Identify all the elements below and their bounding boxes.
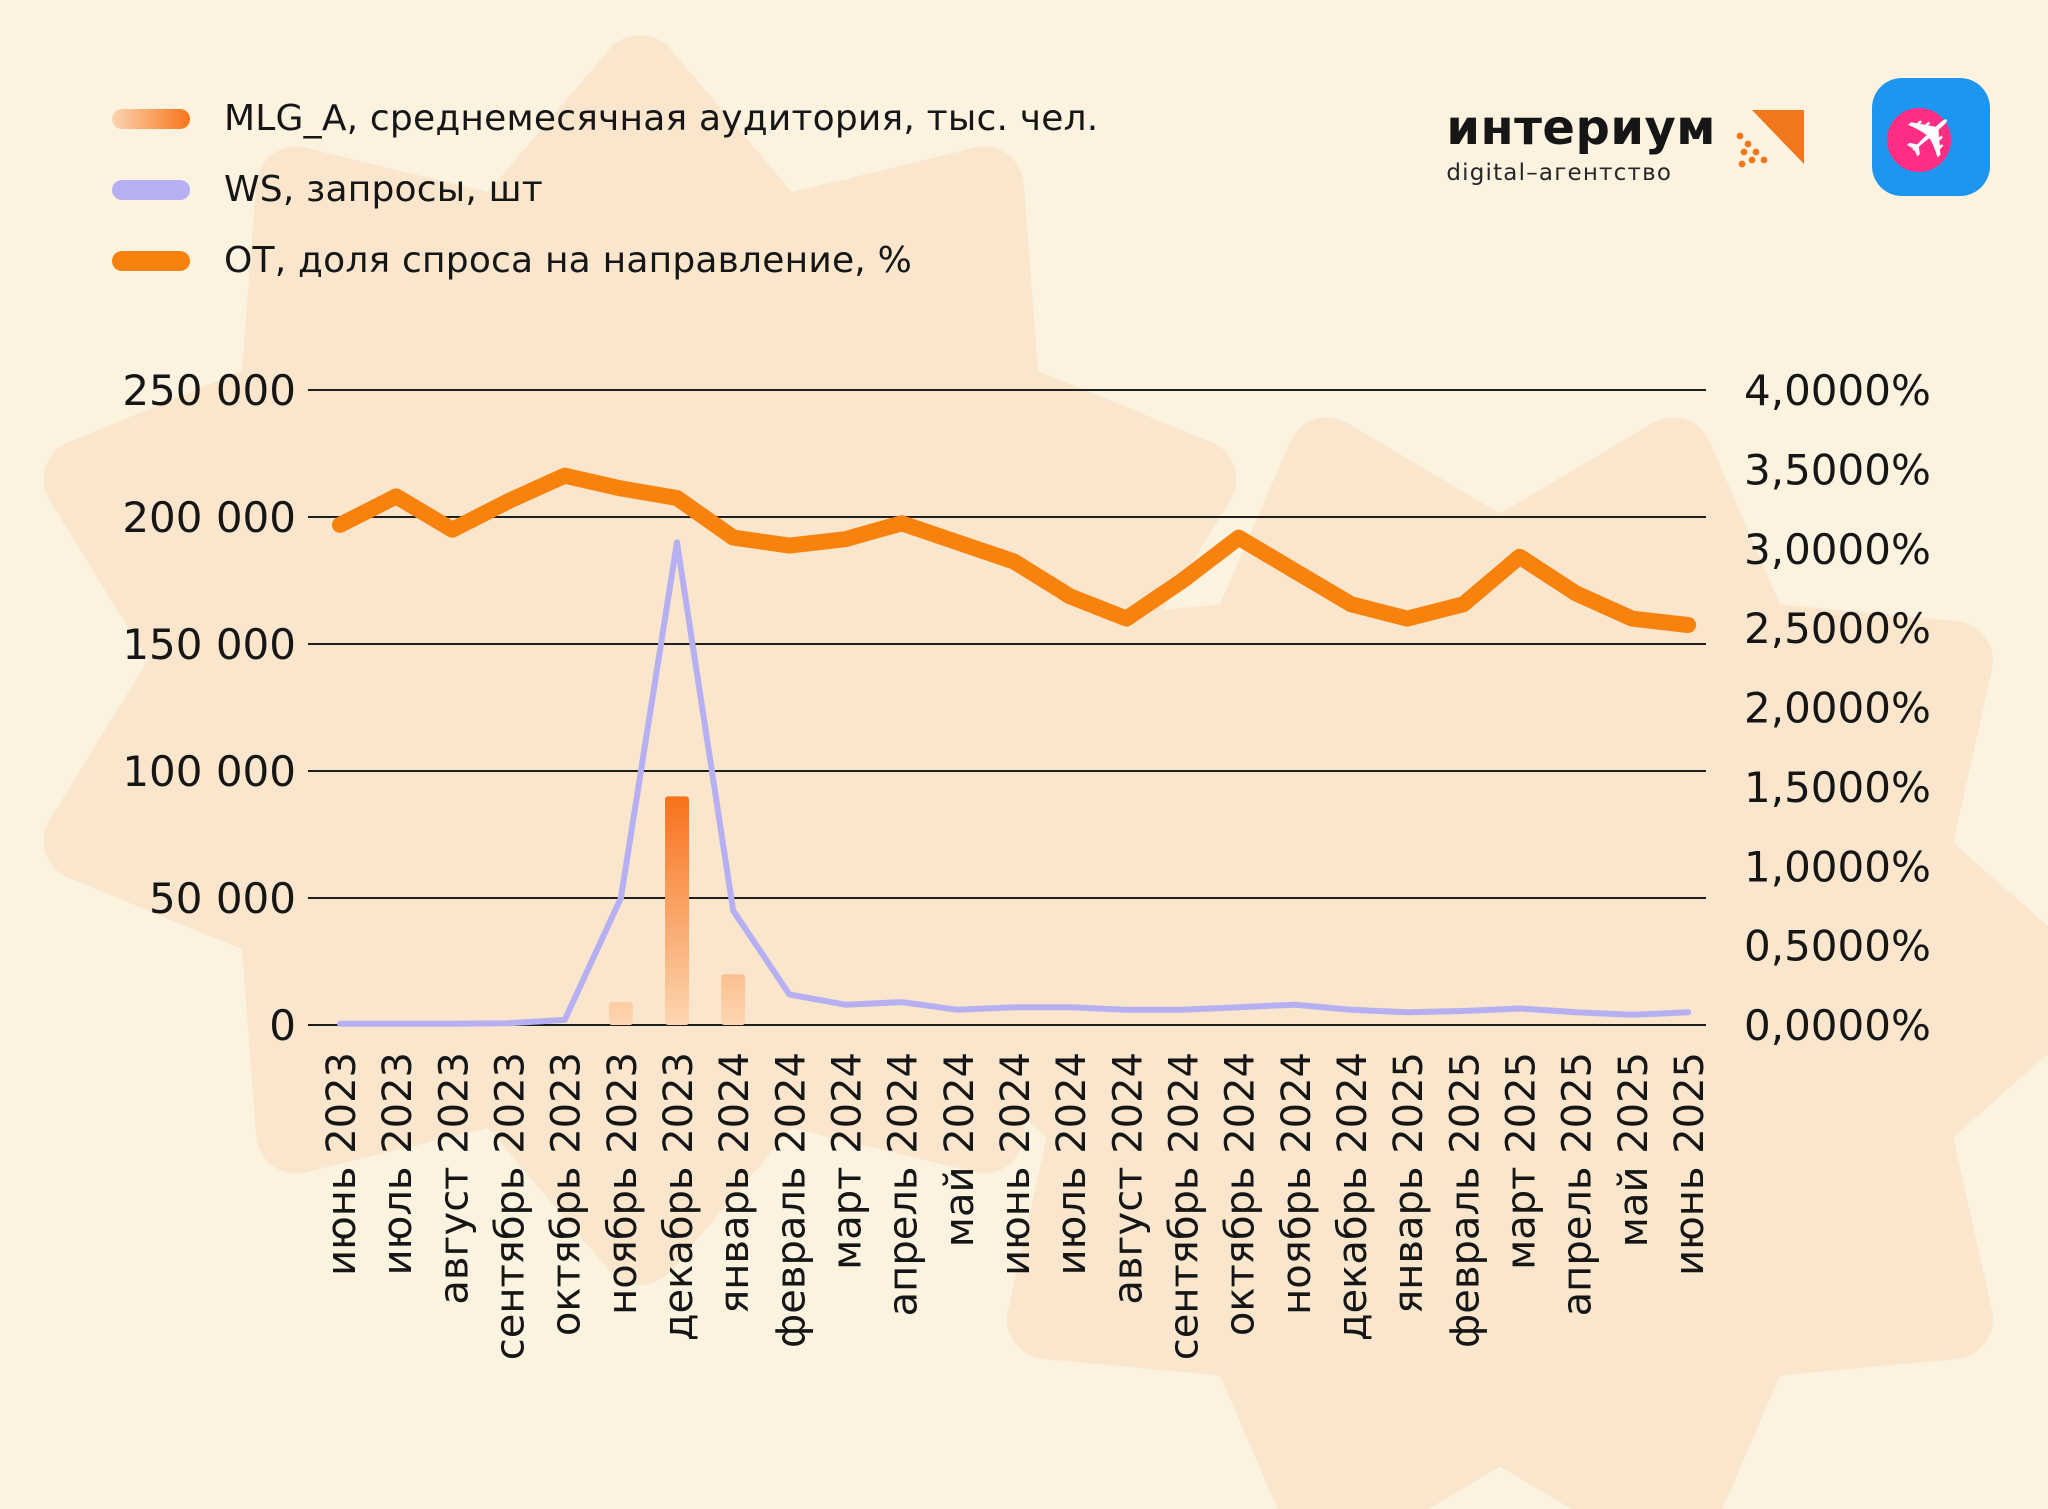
bars-mlg-a (608, 796, 746, 1025)
x-axis-labels: июнь 2023 июль 2023 август 2023 сентябрь 20… (319, 1052, 1713, 1360)
right-axis-labels: 4,0000% 3,5000% 3,0000% 2,5000% 2,0000% 1,500… (1744, 366, 1931, 1050)
legend-swatch-ot (112, 250, 190, 271)
blob-right (900, 417, 2048, 1509)
x-axis-tick: март 2024 (825, 1052, 871, 1270)
x-axis-tick: октябрь 2023 (544, 1052, 590, 1336)
x-axis-tick: ноябрь 2023 (600, 1052, 646, 1315)
left-axis-tick: 250 000 (122, 366, 296, 415)
airplane-icon: ✈ (1886, 91, 1976, 183)
legend-item-ot: ОТ, доля спроса на направление, % (112, 240, 1098, 281)
x-axis-tick: апрель 2025 (1555, 1052, 1601, 1316)
agency-logo: интериум digital–агентство (1446, 104, 1808, 186)
x-axis-tick: май 2025 (1611, 1052, 1657, 1247)
left-axis-tick: 150 000 (122, 620, 296, 669)
left-axis-tick: 50 000 (149, 874, 296, 923)
x-axis-tick: июнь 2023 (319, 1052, 365, 1276)
grid (308, 389, 1706, 1026)
right-axis-tick: 2,5000% (1744, 604, 1931, 653)
x-axis-tick: декабрь 2023 (656, 1052, 702, 1341)
app-icon-circle (1887, 108, 1951, 172)
left-axis-labels: 250 000 200 000 150 000 100 000 50 000 0 (122, 366, 296, 1050)
right-axis-tick: 3,0000% (1744, 525, 1931, 574)
x-axis-tick: июнь 2025 (1667, 1052, 1713, 1276)
x-axis-tick: август 2023 (431, 1052, 477, 1305)
x-axis-tick: март 2025 (1499, 1052, 1545, 1270)
left-axis-tick: 0 (269, 1001, 296, 1050)
legend-label-mlg_a: MLG_A, среднемесячная аудитория, тыс. че… (224, 98, 1099, 139)
right-axis-tick: 3,5000% (1744, 445, 1931, 494)
legend-item-mlg_a: MLG_A, среднемесячная аудитория, тыс. че… (112, 98, 1098, 139)
blob-left (43, 35, 1237, 1285)
right-axis-tick: 0,5000% (1744, 922, 1931, 971)
bar-mlg-a (608, 1002, 633, 1025)
logo-title: интериум (1446, 100, 1716, 156)
x-axis-tick: октябрь 2024 (1218, 1052, 1264, 1336)
logo-triangle-icon (1736, 110, 1804, 168)
legend-label-ot: ОТ, доля спроса на направление, % (224, 240, 912, 281)
logo-subtitle: digital–агентство (1446, 160, 1673, 186)
ot-line (332, 467, 1697, 633)
x-axis-tick: декабрь 2024 (1330, 1052, 1376, 1341)
right-axis-tick: 1,0000% (1744, 842, 1931, 891)
ws-line (337, 539, 1692, 1027)
right-axis-tick: 0,0000% (1744, 1001, 1931, 1050)
legend-item-ws: WS, запросы, шт (112, 169, 1098, 210)
right-axis-tick: 4,0000% (1744, 366, 1931, 415)
legend-label-ws: WS, запросы, шт (224, 169, 543, 210)
x-axis-tick: январь 2025 (1386, 1052, 1432, 1314)
x-axis-tick: ноябрь 2024 (1274, 1052, 1320, 1315)
bar-mlg-a (665, 796, 690, 1025)
right-axis-tick: 1,5000% (1744, 763, 1931, 812)
x-axis-tick: август 2024 (1105, 1052, 1151, 1305)
x-axis-tick: январь 2024 (712, 1052, 758, 1314)
x-axis-tick: сентябрь 2024 (1162, 1052, 1208, 1360)
legend-swatch-ws (112, 179, 190, 200)
legend-swatch-mlg_a (112, 108, 190, 129)
logo-text-block: интериум digital–агентство (1446, 104, 1716, 186)
left-axis-tick: 100 000 (122, 747, 296, 796)
x-axis-tick: февраль 2025 (1442, 1052, 1488, 1348)
x-axis-tick: июль 2023 (375, 1052, 421, 1275)
right-axis-tick: 2,0000% (1744, 684, 1931, 733)
travel-app-icon: ✈ (1872, 78, 1990, 196)
x-axis-tick: май 2024 (937, 1052, 983, 1247)
x-axis-tick: июль 2024 (1049, 1052, 1095, 1275)
x-axis-tick: февраль 2024 (768, 1052, 814, 1348)
x-axis-tick: апрель 2024 (881, 1052, 927, 1316)
bar-mlg-a (721, 974, 746, 1025)
x-axis-tick: сентябрь 2023 (488, 1052, 534, 1360)
chart-legend: MLG_A, среднемесячная аудитория, тыс. че… (112, 98, 1098, 281)
x-axis-tick: июнь 2024 (993, 1052, 1039, 1276)
left-axis-tick: 200 000 (122, 493, 296, 542)
